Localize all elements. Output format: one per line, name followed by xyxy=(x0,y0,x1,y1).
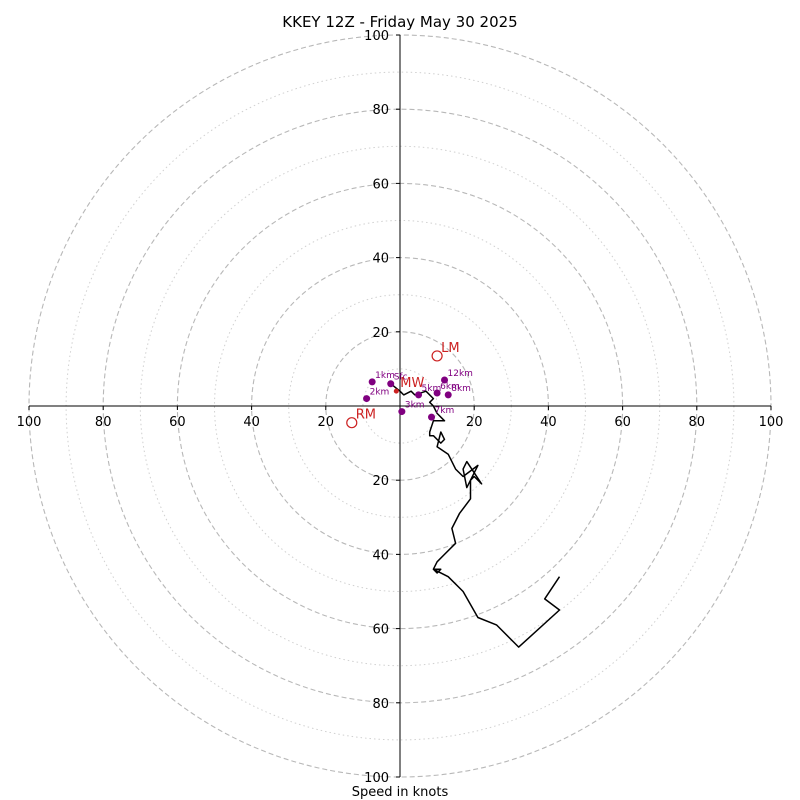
motion-label-2: MW xyxy=(400,376,424,391)
x-tick-label-8: 80 xyxy=(689,415,706,430)
height-dot-4 xyxy=(415,391,423,399)
x-tick-labels: 100 80 60 40 20 20 40 60 80 100 xyxy=(17,406,784,430)
storm-motion-markers: LM RM MW xyxy=(346,341,460,429)
chart-title: KKEY 12Z - Friday May 30 2025 xyxy=(282,13,517,31)
height-label-4: 5km xyxy=(422,384,442,394)
y-tick-label-6: 40 xyxy=(372,548,389,563)
motion-marker-2 xyxy=(393,388,399,394)
height-dot-8 xyxy=(441,376,449,384)
y-tick-label-4: 20 xyxy=(372,326,389,341)
height-dot-1 xyxy=(368,378,376,386)
height-dot-0 xyxy=(387,380,395,388)
y-tick-label-0: 100 xyxy=(364,29,389,44)
height-dot-7 xyxy=(444,391,452,399)
height-label-7: 8km xyxy=(451,384,471,394)
height-dot-6 xyxy=(428,413,436,421)
y-tick-label-9: 100 xyxy=(364,771,389,786)
height-dot-2 xyxy=(363,395,371,403)
y-tick-label-7: 60 xyxy=(372,623,389,638)
height-label-0: Sfc xyxy=(394,373,408,383)
x-tick-label-0: 100 xyxy=(17,415,42,430)
axes xyxy=(29,35,771,777)
y-tick-labels: 100 80 60 40 20 20 40 60 80 100 xyxy=(364,29,400,786)
y-tick-label-1: 80 xyxy=(372,103,389,118)
height-dot-5 xyxy=(433,389,441,397)
height-label-3: 3km xyxy=(405,401,425,411)
motion-marker-1 xyxy=(346,417,358,429)
y-tick-label-5: 20 xyxy=(372,474,389,489)
height-label-8: 12km xyxy=(448,369,473,379)
motion-marker-0 xyxy=(431,350,443,362)
x-tick-label-3: 40 xyxy=(243,415,260,430)
x-tick-label-7: 60 xyxy=(614,415,631,430)
x-tick-label-9: 100 xyxy=(759,415,784,430)
height-label-5: 6km xyxy=(440,382,460,392)
height-label-1: 1km xyxy=(375,371,395,381)
height-label-2: 2km xyxy=(370,388,390,398)
wind-profile-line xyxy=(390,383,561,648)
x-tick-label-4: 20 xyxy=(318,415,335,430)
x-tick-label-1: 80 xyxy=(95,415,112,430)
height-label-6: 7km xyxy=(435,406,455,416)
x-tick-label-2: 60 xyxy=(169,415,186,430)
height-dot-3 xyxy=(398,408,406,416)
x-tick-label-5: 20 xyxy=(466,415,483,430)
motion-label-0: LM xyxy=(441,341,459,356)
hodograph-trace xyxy=(390,383,561,648)
motion-label-1: RM xyxy=(356,408,376,423)
y-tick-label-8: 80 xyxy=(372,697,389,712)
y-tick-label-2: 60 xyxy=(372,177,389,192)
x-tick-label-6: 40 xyxy=(540,415,557,430)
y-tick-label-3: 40 xyxy=(372,252,389,267)
x-axis-label: Speed in knots xyxy=(352,785,449,800)
